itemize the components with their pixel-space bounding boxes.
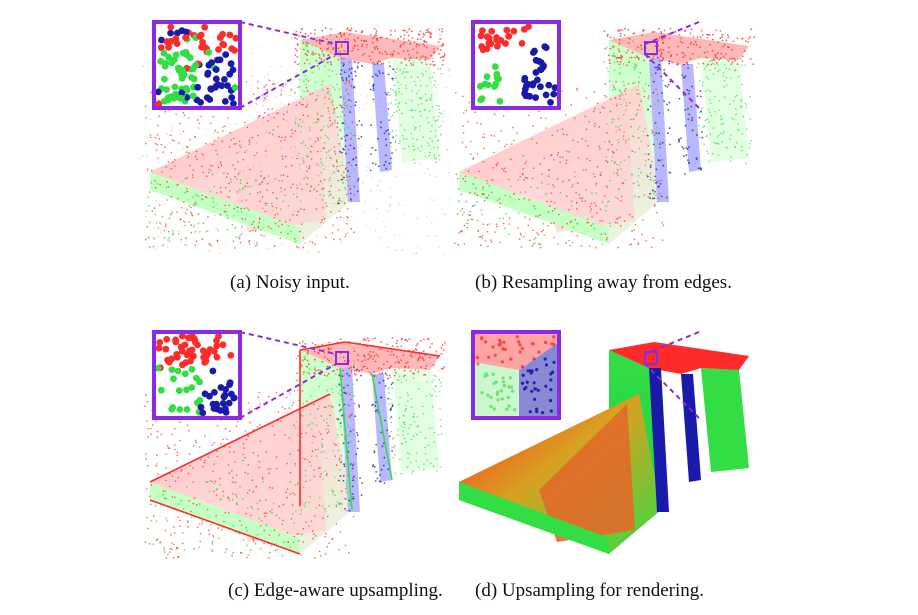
building-model: [139, 21, 451, 255]
edge-lines: [149, 341, 441, 555]
building-model: [459, 331, 749, 554]
point-cloud-render-b: [454, 20, 755, 249]
edge-strip-b: [372, 64, 392, 172]
callout-line-top: [239, 331, 337, 355]
zoom-inset: [152, 330, 242, 420]
ridge-surface: [230, 404, 326, 542]
point-cloud-render-d: [459, 330, 749, 554]
edge-strip-a: [649, 368, 669, 512]
ridge-surface: [230, 94, 326, 232]
point-cloud-render-c: [144, 330, 446, 559]
edge-strip-b: [681, 64, 701, 172]
callout-box: [335, 351, 349, 365]
ridge-surface: [539, 404, 635, 542]
callout-line-bottom: [239, 53, 337, 109]
callout-box: [644, 41, 658, 55]
ridge-surface: [539, 94, 635, 232]
roof-surface: [609, 32, 749, 64]
front-surface: [150, 482, 300, 554]
front-surface: [459, 172, 609, 244]
subfigure-d: (d) Upsampling for rendering.: [459, 310, 918, 615]
callout-line-top: [239, 21, 337, 45]
edge-strip-a: [340, 58, 360, 202]
tower-surface: [701, 58, 749, 162]
subfigure-c: (c) Edge-aware upsampling.: [0, 310, 459, 615]
front-surface: [150, 172, 300, 244]
roof-surface: [609, 342, 749, 374]
caption-c: (c) Edge-aware upsampling.: [228, 580, 443, 601]
callout-line-bottom: [644, 363, 700, 419]
callout-line-top: [644, 331, 700, 355]
zoom-inset: [471, 20, 561, 110]
callout-line-bottom: [644, 53, 700, 109]
building-model: [144, 331, 446, 559]
zoom-inset: [471, 330, 561, 420]
roof-surface: [300, 32, 440, 64]
building-model: [454, 21, 755, 249]
tower-surface: [392, 368, 440, 472]
point-cloud-render-a: [139, 20, 451, 255]
callout-box: [644, 351, 658, 365]
callout-line-bottom: [239, 363, 337, 419]
callout-box: [335, 41, 349, 55]
tower-surface: [701, 368, 749, 472]
front-surface: [459, 482, 609, 554]
subfigure-b: (b) Resampling away from edges.: [454, 0, 918, 300]
callout-line-top: [644, 21, 700, 45]
edge-strip-b: [681, 374, 701, 482]
caption-b: (b) Resampling away from edges.: [475, 272, 732, 293]
caption-d: (d) Upsampling for rendering.: [475, 580, 704, 601]
zoom-inset: [152, 20, 242, 110]
caption-a: (a) Noisy input.: [230, 272, 350, 293]
subfigure-a: (a) Noisy input.: [0, 0, 459, 300]
